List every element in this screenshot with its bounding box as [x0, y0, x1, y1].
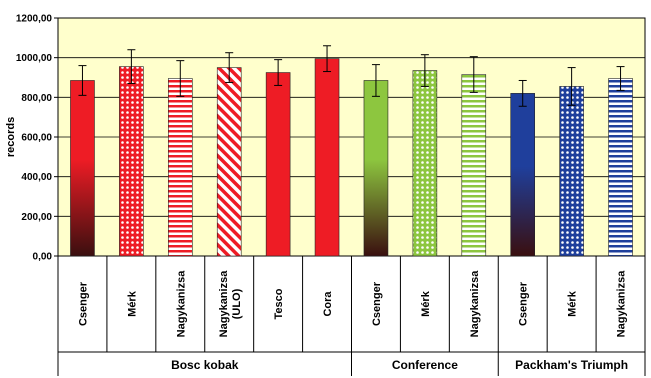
x-category-label: Tesco: [273, 288, 285, 319]
bar: [510, 93, 535, 257]
bar: [363, 80, 389, 257]
error-bar: [274, 59, 283, 86]
bar: [559, 86, 584, 257]
bars: [70, 45, 633, 257]
error-bar: [371, 64, 380, 97]
x-category-label: Cora: [322, 291, 334, 317]
y-tick-label: 800,00: [21, 93, 52, 104]
error-bar: [323, 45, 332, 73]
bar: [168, 78, 193, 257]
y-tick-label: 1000,00: [16, 53, 53, 64]
x-category-label: Nagykanizsa(ULO): [218, 270, 243, 338]
error-bar: [127, 49, 136, 84]
error-bar: [420, 54, 429, 87]
bar: [265, 72, 291, 257]
error-bar: [469, 56, 478, 93]
bar: [608, 78, 633, 257]
bar: [314, 58, 340, 257]
bar: [461, 74, 487, 257]
y-axis: 0,00 200,00 400,00 600,00 800,00 1000,00 1200,…: [16, 14, 58, 263]
y-tick-label: 400,00: [21, 172, 52, 183]
x-category-label: Csenger: [518, 281, 530, 326]
y-tick-label: 0,00: [33, 252, 53, 263]
error-bar: [176, 60, 185, 97]
bar: [412, 70, 438, 257]
bar: [119, 66, 144, 257]
x-group-label: Bosc kobak: [171, 358, 239, 372]
y-tick-label: 1200,00: [16, 14, 53, 25]
x-category-label: Csenger: [77, 281, 89, 326]
y-tick-label: 200,00: [21, 212, 52, 223]
y-axis-label: records: [5, 117, 17, 157]
x-category-label: Nagykanizsa: [469, 270, 481, 338]
x-axis-table: Csenger Mérk Nagykanizsa Nagykanizsa(ULO) Te…: [57, 256, 646, 376]
bar: [70, 80, 95, 257]
error-bar: [78, 65, 87, 96]
x-category-label: Csenger: [371, 281, 383, 326]
x-category-label: Mérk: [420, 290, 432, 317]
y-tick-label: 600,00: [21, 133, 52, 144]
bar: [216, 67, 242, 257]
grid-lines: [58, 57, 645, 217]
error-bar: [225, 52, 234, 83]
x-group-label: Packham's Triumph: [515, 358, 628, 372]
x-group-label: Conference: [392, 358, 458, 372]
error-bar: [518, 79, 527, 107]
x-category-label: Nagykanizsa: [175, 270, 187, 338]
error-bar: [616, 66, 625, 91]
x-category-label: Mérk: [126, 290, 138, 317]
error-bar: [567, 67, 576, 106]
x-category-label: Mérk: [567, 290, 579, 317]
x-category-label: Nagykanizsa: [616, 270, 628, 338]
